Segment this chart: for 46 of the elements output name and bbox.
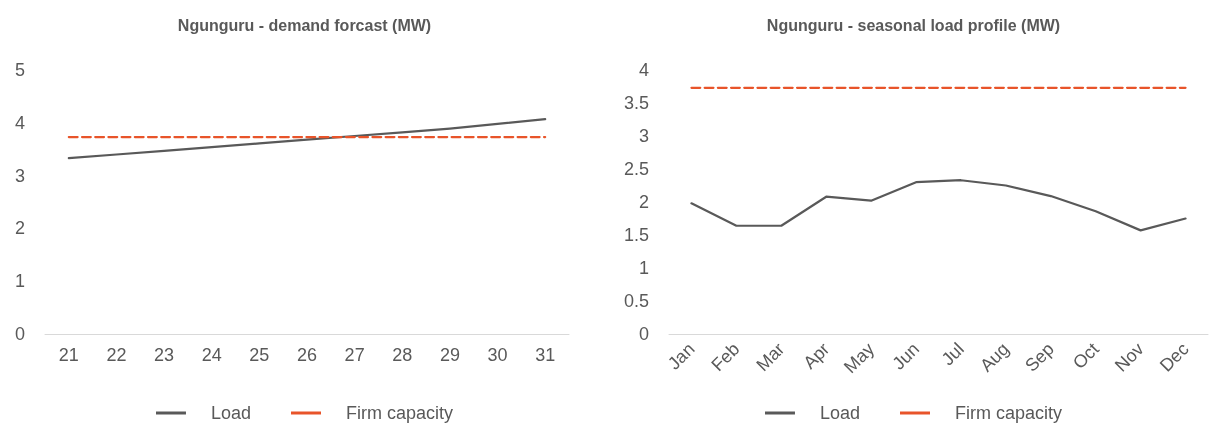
x-tick-label: 26 bbox=[296, 345, 318, 365]
y-tick-label: 3 bbox=[638, 126, 649, 146]
x-tick-label: 30 bbox=[487, 345, 508, 365]
x-tick-label: Dec bbox=[1155, 338, 1193, 376]
x-tick-label: 31 bbox=[535, 345, 556, 365]
x-tick-label: Jan bbox=[663, 338, 699, 374]
x-tick-label: 27 bbox=[344, 345, 365, 365]
x-tick-label: Jun bbox=[888, 338, 924, 374]
legend-label: Firm capacity bbox=[955, 403, 1063, 423]
x-tick-label: Mar bbox=[752, 338, 789, 375]
x-tick-label: 24 bbox=[201, 345, 222, 365]
x-tick-label: Sep bbox=[1021, 338, 1058, 376]
y-tick-label: 1.5 bbox=[623, 225, 649, 245]
y-tick-label: 0 bbox=[638, 324, 649, 344]
x-tick-label: 28 bbox=[392, 345, 413, 365]
legend-label: Load bbox=[210, 403, 252, 423]
x-tick-label: 23 bbox=[154, 345, 175, 365]
y-tick-label: 2 bbox=[638, 192, 649, 212]
legend-label: Firm capacity bbox=[346, 403, 454, 423]
chart-title: Ngunguru - demand forcast (MW) bbox=[177, 16, 432, 34]
y-tick-label: 4 bbox=[14, 112, 25, 133]
y-tick-label: 1 bbox=[14, 271, 25, 292]
x-tick-label: 22 bbox=[106, 345, 127, 365]
y-tick-label: 3.5 bbox=[623, 93, 649, 113]
y-tick-label: 0 bbox=[14, 324, 25, 344]
chart-title: Ngunguru - seasonal load profile (MW) bbox=[766, 16, 1061, 34]
y-tick-label: 0.5 bbox=[623, 291, 649, 311]
x-tick-label: 29 bbox=[439, 345, 460, 365]
x-tick-label: Aug bbox=[976, 338, 1013, 376]
x-tick-label: Oct bbox=[1068, 338, 1103, 373]
legend-label: Load bbox=[819, 403, 861, 423]
x-tick-label: Jul bbox=[937, 338, 969, 370]
x-tick-label: May bbox=[840, 338, 879, 378]
y-tick-label: 3 bbox=[14, 165, 25, 186]
line-series bbox=[67, 118, 547, 160]
y-tick-label: 1 bbox=[638, 258, 649, 278]
x-tick-label: Apr bbox=[799, 338, 834, 373]
y-tick-label: 5 bbox=[14, 60, 25, 80]
y-tick-label: 2.5 bbox=[623, 159, 649, 179]
y-tick-label: 4 bbox=[638, 60, 649, 80]
x-tick-label: 21 bbox=[58, 345, 79, 365]
line-series bbox=[690, 179, 1187, 232]
x-tick-label: 25 bbox=[249, 345, 270, 365]
y-tick-label: 2 bbox=[14, 218, 25, 239]
x-tick-label: Nov bbox=[1110, 338, 1148, 376]
x-tick-label: Feb bbox=[707, 338, 744, 375]
